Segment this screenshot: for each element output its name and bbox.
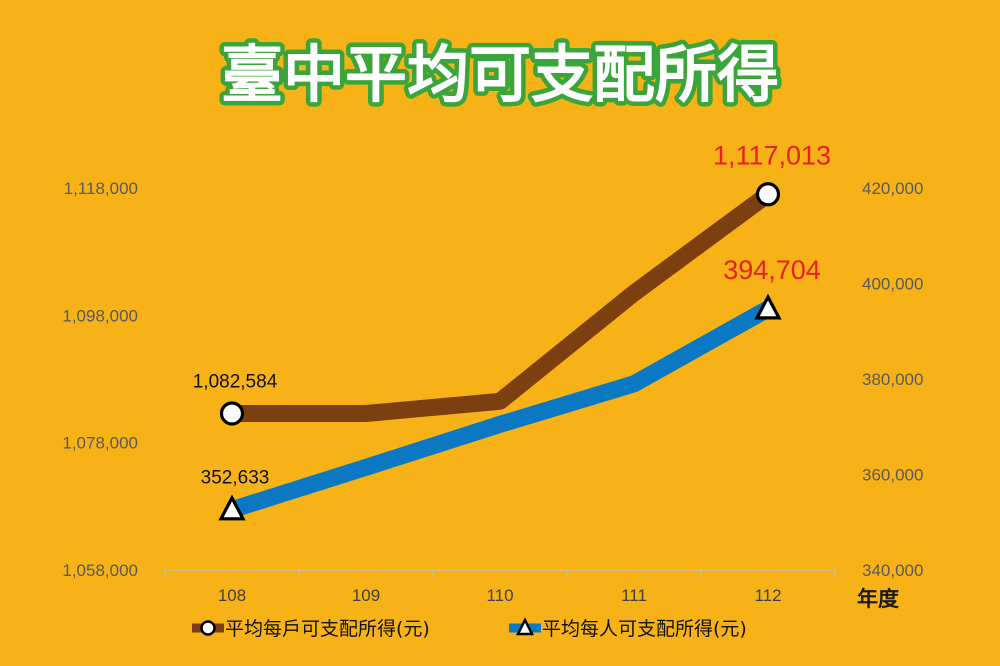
legend-circle-marker — [200, 620, 216, 636]
series-2-triangle-marker — [218, 494, 246, 521]
right-axis-tick-label: 400,000 — [862, 275, 923, 294]
data-labels-layer: 1,082,584 1,117,013 352,633 394,704 — [193, 140, 831, 488]
series-1-circle-marker — [755, 182, 781, 207]
right-axis-tick-label: 380,000 — [862, 370, 923, 389]
left-axis-tick-label: 1,098,000 — [62, 306, 138, 325]
right-axis-tick-label: 360,000 — [862, 466, 923, 485]
x-axis-tick-label: 110 — [486, 586, 513, 605]
x-axis-tick-label: 109 — [352, 586, 380, 605]
x-axis-tick-label: 108 — [218, 586, 246, 605]
right-axis-tick-label: 420,000 — [862, 179, 923, 198]
series-1-first-data-label: 1,082,584 — [193, 371, 278, 392]
series-line-1 — [232, 187, 774, 422]
left-axis-tick-label: 1,118,000 — [64, 179, 138, 198]
left-axis-tick-label: 1,078,000 — [62, 434, 138, 453]
series-layer — [218, 182, 782, 521]
right-axis-tick-label: 340,000 — [862, 561, 923, 580]
chart-title: 臺中平均可支配所得 — [221, 38, 779, 111]
x-axis-title: 年度 — [857, 587, 899, 611]
x-axis-tick-label: 111 — [621, 586, 647, 605]
legend: 平均每戶可支配所得(元) 平均每人可支配所得(元) — [192, 617, 747, 640]
series-1-last-data-label: 1,117,013 — [713, 140, 831, 170]
x-axis-tick-label: 112 — [754, 586, 781, 605]
series-1-circle-marker — [219, 401, 245, 426]
legend-label-2: 平均每人可支配所得(元) — [542, 618, 747, 640]
series-2-last-data-label: 394,704 — [723, 255, 821, 285]
series-2-triangle-marker — [754, 293, 782, 320]
series-line-2 — [229, 301, 773, 518]
legend-triangle-marker — [515, 617, 535, 636]
series-2-first-data-label: 352,633 — [201, 468, 270, 489]
left-axis-tick-label: 1,058,000 — [62, 561, 138, 580]
axes-layer: 1,118,000 1,098,000 1,078,000 1,058,000 420,… — [62, 179, 923, 611]
legend-label-1: 平均每戶可支配所得(元) — [225, 618, 430, 640]
